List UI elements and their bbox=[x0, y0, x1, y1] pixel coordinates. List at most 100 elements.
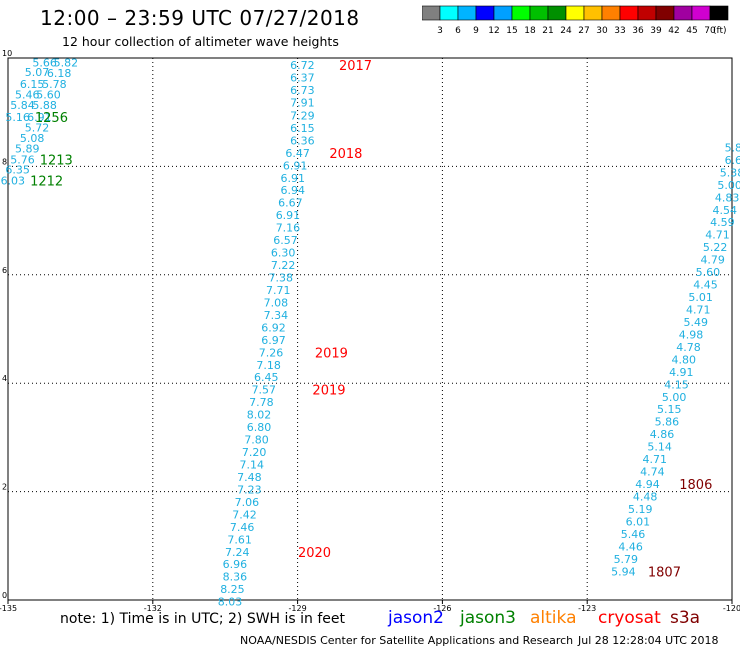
wave-height-point: 6.15 bbox=[20, 78, 45, 91]
wave-height-point: 5.00 bbox=[662, 391, 687, 404]
wave-height-point: 7.61 bbox=[227, 533, 252, 546]
wave-height-point: 4.86 bbox=[650, 428, 675, 441]
wave-height-point: 5.01 bbox=[688, 291, 713, 304]
wave-height-point: 4.45 bbox=[693, 279, 718, 292]
colorbar-swatch bbox=[709, 5, 729, 21]
wave-height-point: 4.98 bbox=[679, 328, 704, 341]
page-subtitle: 12 hour collection of altimeter wave hei… bbox=[62, 34, 339, 49]
colorbar-tick-label: 21 bbox=[542, 26, 553, 36]
wave-height-point: 6.80 bbox=[247, 421, 272, 434]
wave-height-point: 6.96 bbox=[223, 558, 248, 571]
track-cryosat: 6.726.376.737.917.296.156.366.476.916.91… bbox=[218, 59, 372, 609]
x-tick-label: -126 bbox=[433, 604, 451, 613]
track-s3a: 5.816.675.385.004.834.544.594.715.224.79… bbox=[611, 141, 740, 580]
wave-height-point: 6.01 bbox=[626, 515, 651, 528]
wave-height-point: 5.00 bbox=[717, 179, 740, 192]
legend-item-s3a: s3a bbox=[670, 608, 701, 628]
wave-height-point: 4.74 bbox=[640, 466, 665, 479]
colorbar-tick-label: 15 bbox=[506, 26, 517, 36]
wave-height-point: 5.38 bbox=[720, 166, 740, 179]
wave-height-point: 4.94 bbox=[635, 478, 660, 491]
wave-height-point: 7.34 bbox=[264, 309, 289, 322]
wave-height-point: 4.15 bbox=[664, 378, 689, 391]
wave-height-point: 5.46 bbox=[621, 528, 646, 541]
wave-height-point: 5.07 bbox=[25, 66, 50, 79]
wave-height-point: 7.78 bbox=[249, 396, 274, 409]
wave-height-point: 7.14 bbox=[239, 459, 264, 472]
wave-height-point: 6.67 bbox=[278, 197, 303, 210]
wave-height-point: 6.35 bbox=[5, 164, 30, 177]
legend-item-jason3: jason3 bbox=[460, 608, 516, 628]
wave-height-point: 4.48 bbox=[633, 490, 658, 503]
wave-height-point: 7.57 bbox=[252, 384, 277, 397]
wave-height-point: 4.46 bbox=[618, 540, 643, 553]
wave-height-point: 6.36 bbox=[290, 134, 315, 147]
wave-height-point: 4.79 bbox=[700, 254, 725, 267]
wave-height-point: 6.30 bbox=[271, 247, 296, 260]
wave-height-point: 5.46 bbox=[15, 88, 40, 101]
time-label: 1807 bbox=[648, 565, 681, 580]
wave-height-point: 6.47 bbox=[285, 147, 310, 160]
wave-height-point: 6.15 bbox=[290, 122, 315, 135]
wave-height-point: 7.80 bbox=[244, 434, 269, 447]
wave-height-point: 7.23 bbox=[237, 483, 262, 496]
wave-height-point: 6.91 bbox=[283, 159, 308, 172]
wave-height-point: 7.29 bbox=[290, 109, 315, 122]
wave-height-point: 4.71 bbox=[705, 229, 730, 242]
colorbar-tick-label: 42 bbox=[668, 26, 679, 36]
colorbar-tick-label: 6 bbox=[455, 26, 461, 36]
x-tick-label: -120 bbox=[723, 604, 740, 613]
time-label: 1213 bbox=[40, 153, 73, 168]
wave-height-point: 8.36 bbox=[223, 571, 248, 584]
wave-height-point: 5.84 bbox=[10, 99, 35, 112]
wave-height-point: 6.72 bbox=[290, 59, 315, 72]
legend-item-jason2: jason2 bbox=[388, 608, 444, 628]
wave-height-point: 7.26 bbox=[259, 346, 284, 359]
colorbar: 3 6 9 12 15 18 21 24 27 30 33 36 39 42 45 70(ft) bbox=[422, 5, 729, 36]
track-jason3: 5.665.82 5.076.186.155.785.465.605.845.88… bbox=[1, 56, 79, 189]
page-title: 12:00 – 23:59 UTC 07/27/2018 bbox=[40, 6, 360, 30]
wave-height-point: 7.46 bbox=[230, 521, 255, 534]
y-tick-label: 4 bbox=[2, 374, 7, 383]
wave-height-point: 5.15 bbox=[657, 403, 682, 416]
y-tick-label: 6 bbox=[2, 266, 7, 275]
time-label: 2019 bbox=[312, 384, 345, 399]
y-tick-label: 2 bbox=[2, 483, 7, 492]
wave-height-point: 5.78 bbox=[42, 78, 67, 91]
wave-height-point: 5.94 bbox=[611, 565, 636, 578]
wave-height-point: 7.38 bbox=[268, 272, 293, 285]
colorbar-tick-label: 39 bbox=[650, 26, 662, 36]
colorbar-tick-label: 24 bbox=[560, 26, 572, 36]
wave-height-point: 6.91 bbox=[281, 172, 306, 185]
wave-height-point: 5.82 bbox=[54, 56, 79, 69]
wave-height-point: 5.76 bbox=[10, 153, 35, 166]
generation-timestamp: Jul 28 12:28:04 UTC 2018 bbox=[578, 634, 719, 647]
x-tick-label: -129 bbox=[289, 604, 307, 613]
colorbar-tick-label: 36 bbox=[632, 26, 644, 36]
legend-item-altika: altika bbox=[530, 608, 577, 628]
colorbar-tick-label: 3 bbox=[437, 26, 443, 36]
wave-height-point: 6.94 bbox=[281, 184, 306, 197]
colorbar-tick-label: 45 bbox=[686, 26, 697, 36]
time-label: 2017 bbox=[339, 59, 372, 74]
wave-height-point: 7.24 bbox=[225, 546, 250, 559]
wave-height-point: 5.49 bbox=[684, 316, 709, 329]
wave-height-point: 7.06 bbox=[235, 496, 260, 509]
time-label: 1806 bbox=[679, 478, 712, 493]
wave-height-point: 5.79 bbox=[614, 553, 639, 566]
wave-height-point: 4.91 bbox=[669, 366, 694, 379]
wave-height-point: 8.02 bbox=[247, 409, 272, 422]
colorbar-tick-label: 33 bbox=[614, 26, 625, 36]
wave-height-point: 5.60 bbox=[36, 88, 61, 101]
wave-height-point: 6.73 bbox=[290, 84, 315, 97]
wave-height-point: 5.22 bbox=[703, 241, 728, 254]
legend-item-cryosat: cryosat bbox=[598, 608, 661, 628]
wave-height-point: 8.25 bbox=[220, 583, 245, 596]
wave-height-point: 6.91 bbox=[276, 209, 301, 222]
time-label: 2018 bbox=[329, 147, 362, 162]
wave-height-point: 7.08 bbox=[264, 296, 289, 309]
wave-height-point: 5.72 bbox=[25, 121, 50, 134]
wave-height-point: 6.67 bbox=[725, 154, 740, 167]
wave-height-point: 7.18 bbox=[256, 359, 281, 372]
